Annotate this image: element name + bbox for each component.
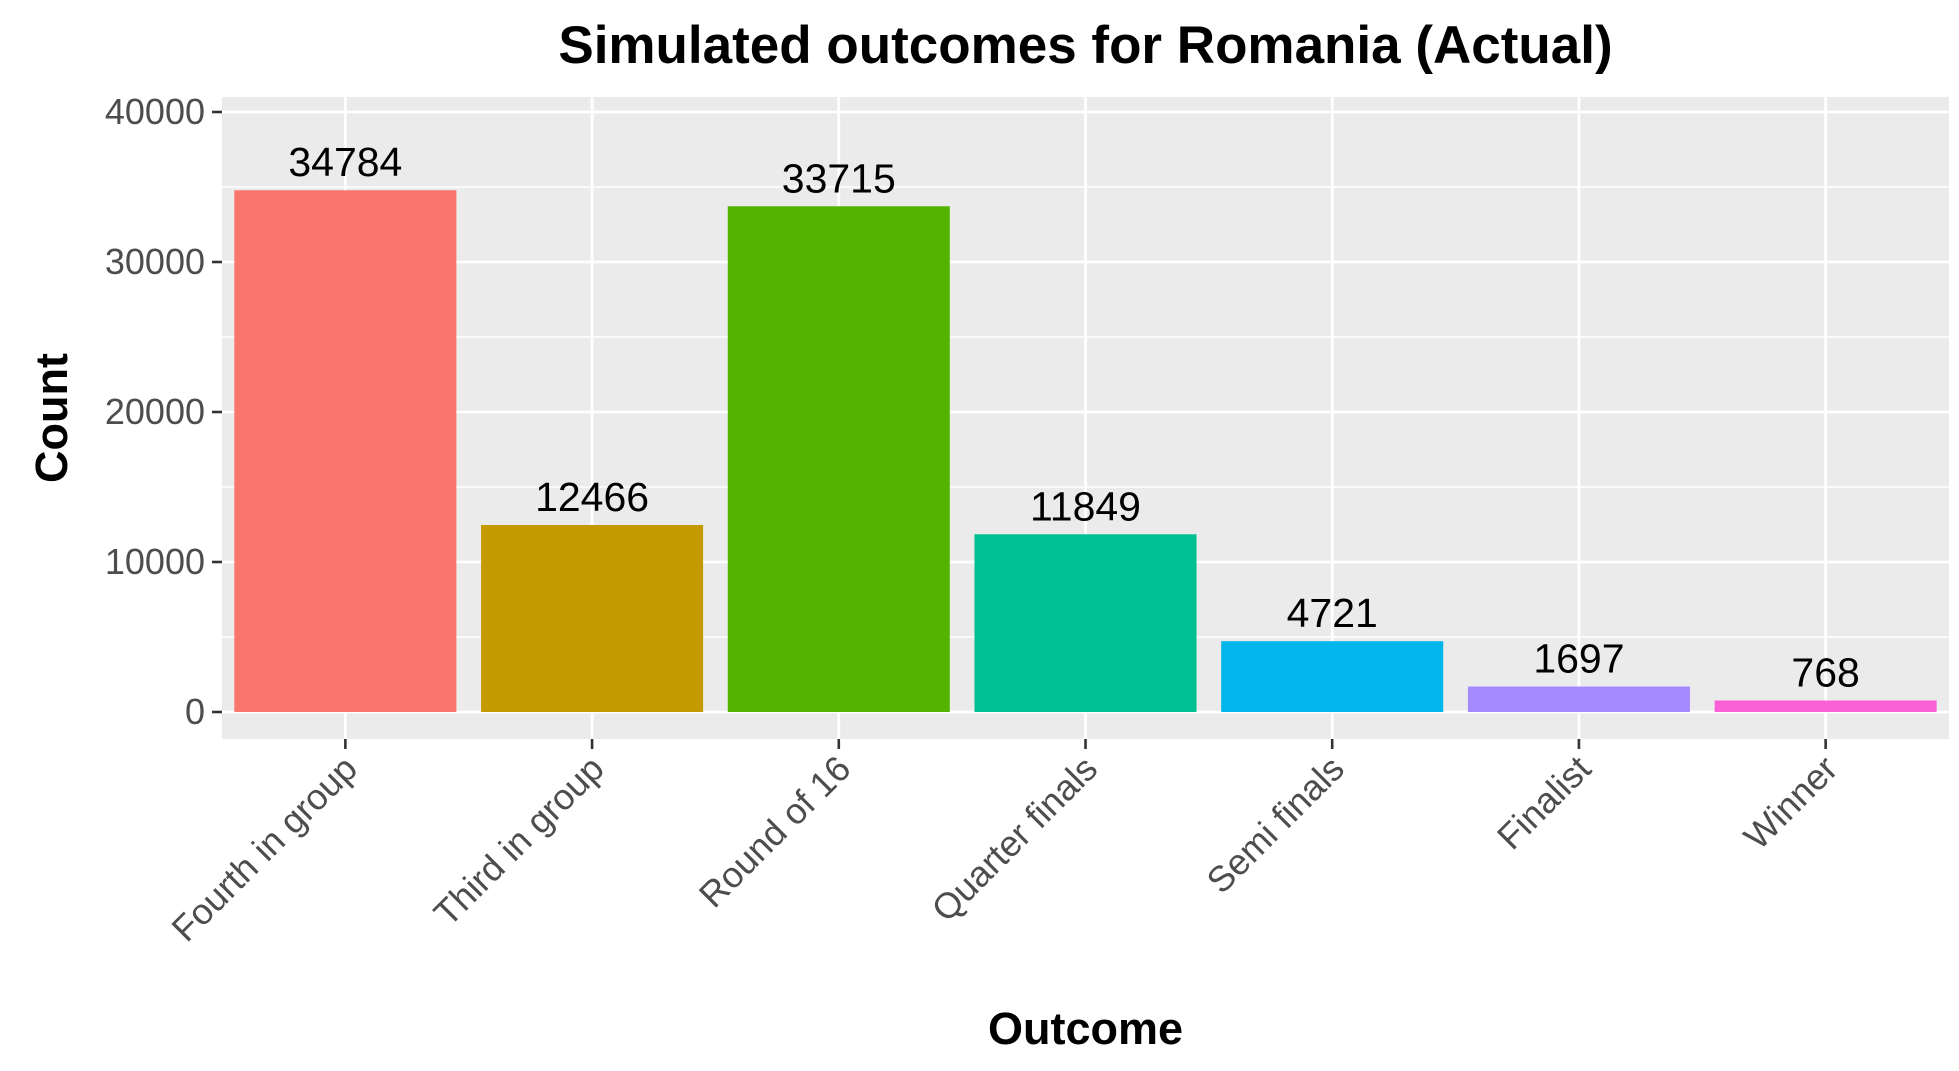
x-tick-label: Third in group [426,748,612,934]
bar-round-of-16 [727,206,950,712]
data-label: 768 [1791,649,1859,695]
bar-finalist [1467,686,1690,712]
bar-semi-finals [1221,641,1444,712]
x-tick-label: Winner [1736,748,1846,858]
x-tick-label: Quarter finals [923,748,1105,930]
y-axis-title: Count [26,353,77,483]
data-label: 33715 [782,155,896,201]
data-label: 34784 [288,139,402,185]
data-label: 12466 [535,474,649,520]
x-tick-label: Round of 16 [691,748,859,916]
y-tick-label: 10000 [105,541,205,582]
y-tick-label: 20000 [105,391,205,432]
data-label: 4721 [1287,590,1378,636]
y-tick-label: 30000 [105,241,205,282]
data-label: 11849 [1030,483,1141,529]
chart-title: Simulated outcomes for Romania (Actual) [558,16,1612,75]
bar-fourth-in-group [234,190,457,713]
x-axis-title: Outcome [988,1003,1183,1054]
data-label: 1697 [1533,636,1624,682]
x-axis: Fourth in group Third in group Round of 16… [163,739,1845,949]
y-tick-label: 40000 [105,91,205,132]
data-labels: 34784 12466 33715 11849 4721 1697 768 [288,139,1860,695]
x-tick-label: Fourth in group [163,748,365,950]
x-tick-label: Finalist [1489,748,1599,858]
y-axis: 0 10000 20000 30000 40000 [105,91,222,732]
x-tick-label: Semi finals [1198,748,1351,901]
bar-winner [1714,700,1937,712]
bar-quarter-finals [974,534,1197,712]
y-tick-label: 0 [185,691,205,732]
bar-third-in-group [481,525,704,712]
bars [234,190,1937,713]
